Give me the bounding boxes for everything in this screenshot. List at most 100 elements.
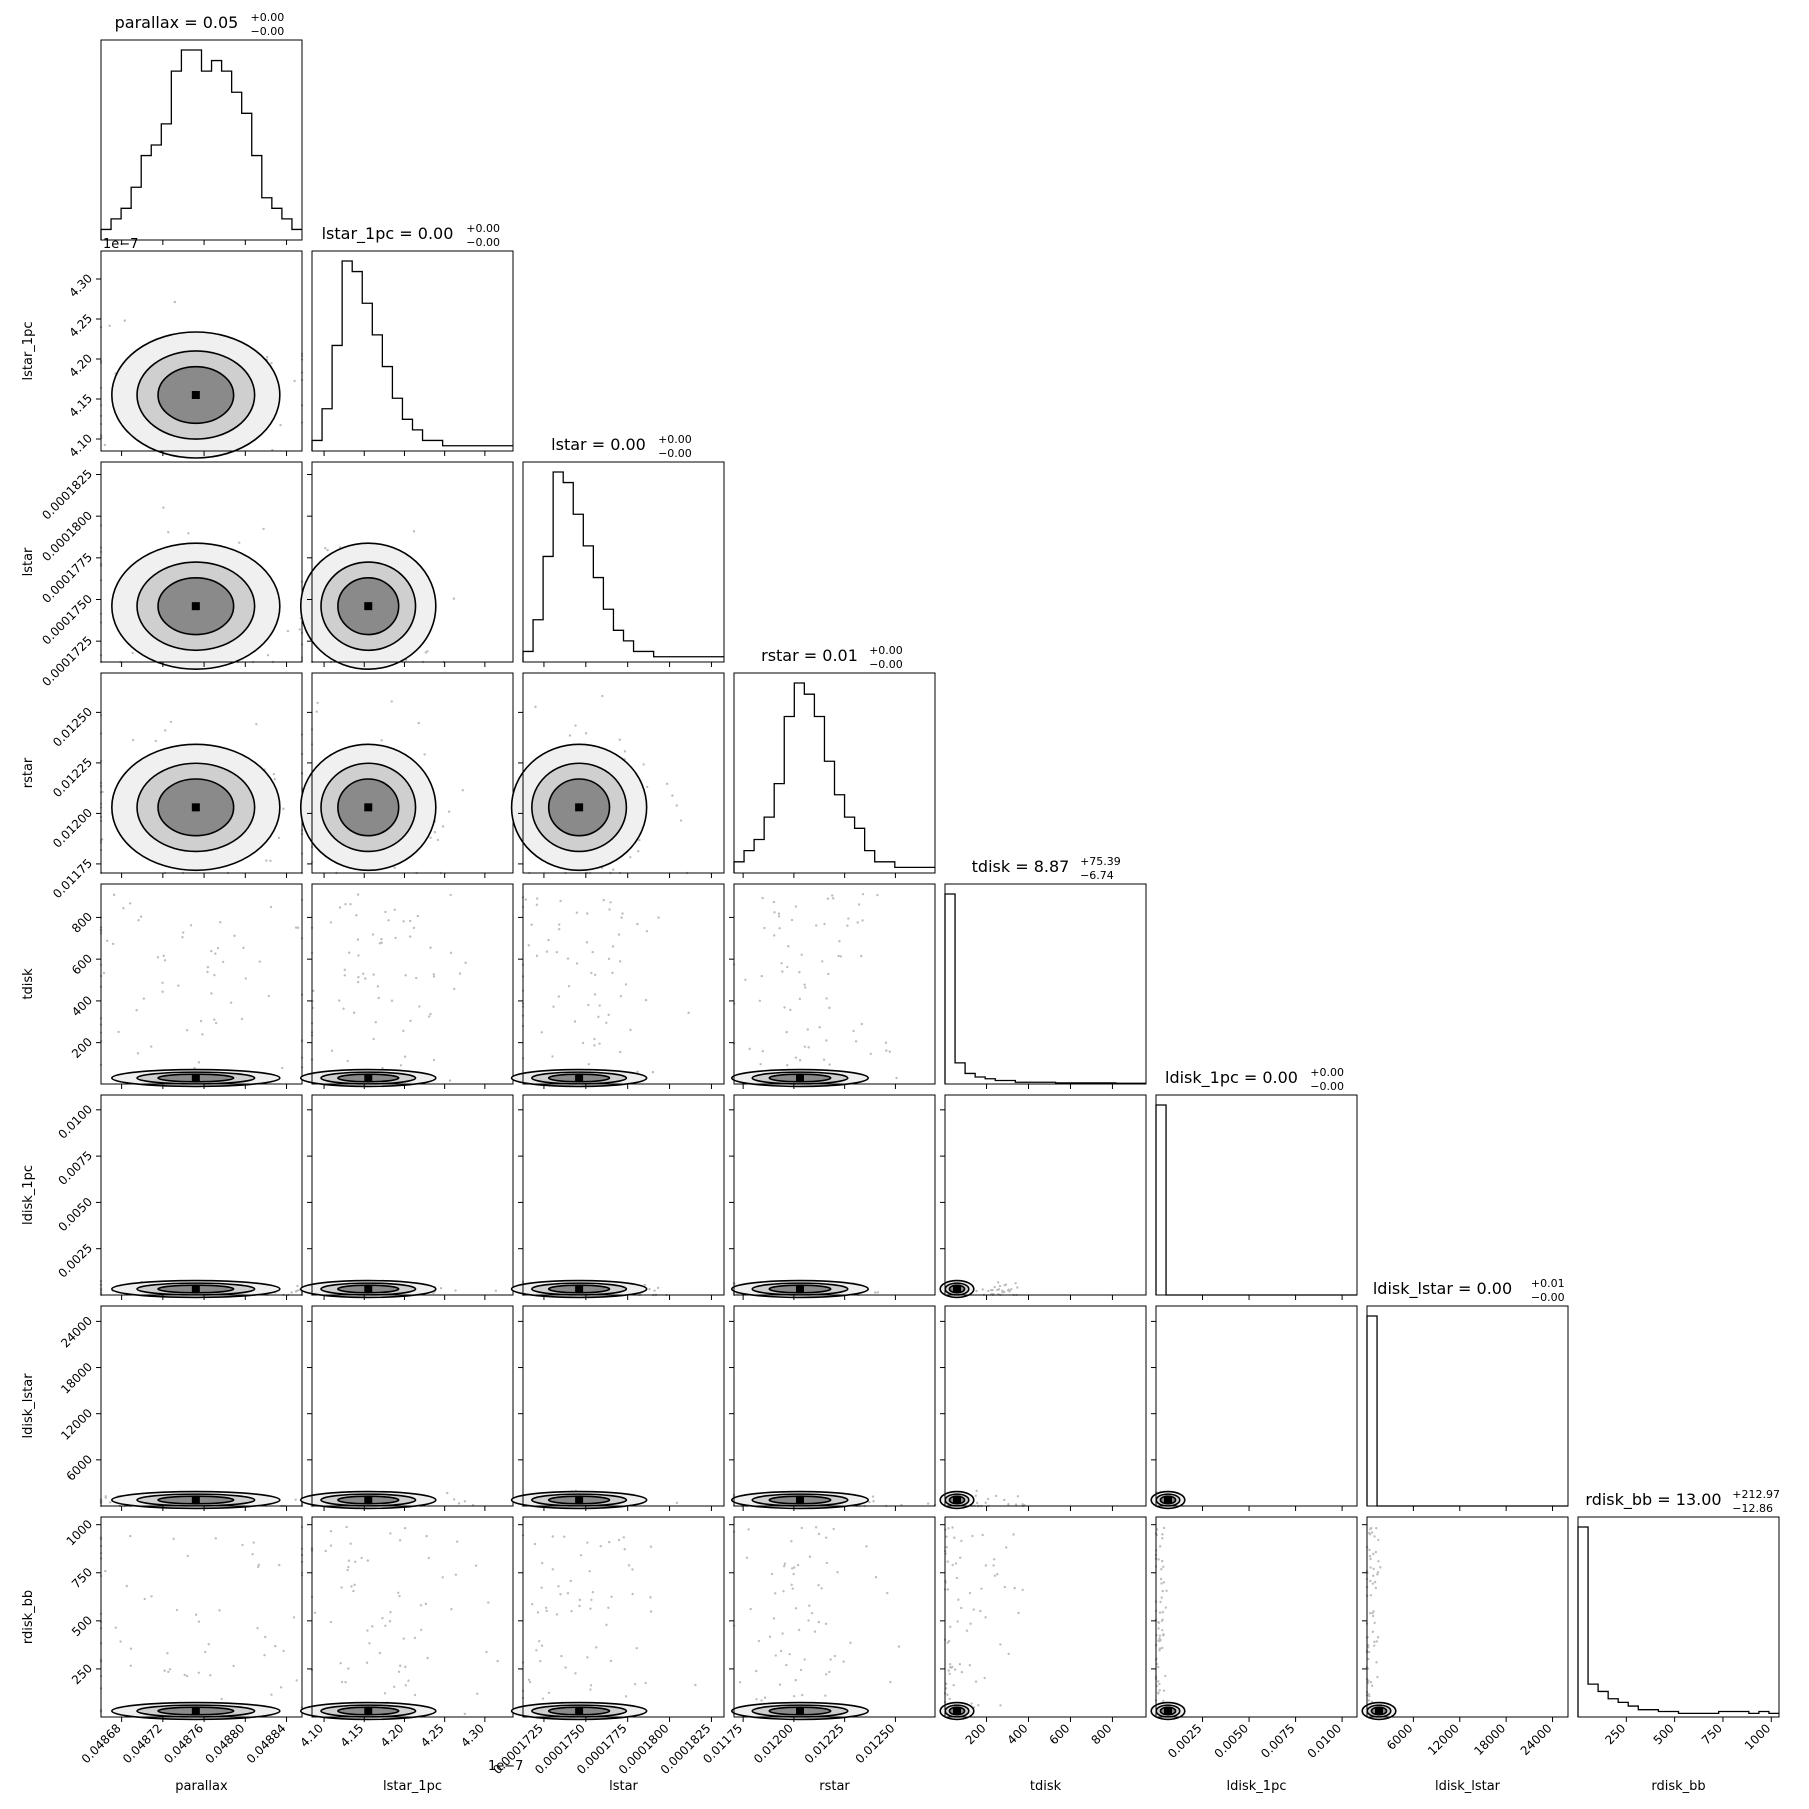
sample-point (761, 1050, 764, 1053)
sample-point (216, 946, 220, 950)
x-tick-label: 400 (1005, 1721, 1031, 1747)
sample-point (533, 1542, 537, 1546)
sample-point (199, 1019, 203, 1023)
sample-point (1373, 1621, 1376, 1625)
title-plus-tdisk: +75.39 (1080, 855, 1121, 868)
sample-point (1372, 1567, 1375, 1571)
sample-point (390, 700, 393, 703)
sample-point (675, 804, 678, 807)
sample-point (537, 1639, 541, 1643)
sample-point (960, 1606, 963, 1610)
sample-point (403, 1055, 407, 1058)
title-plus-rstar: +0.00 (869, 644, 903, 657)
sample-point (792, 1694, 796, 1698)
sample-point (790, 918, 794, 922)
sample-point (282, 1649, 285, 1653)
sample-point (1161, 1610, 1165, 1614)
density-peak (364, 1285, 373, 1293)
sample-point (624, 1695, 628, 1698)
sample-point (605, 1021, 608, 1025)
panel-frame (1366, 1305, 1569, 1507)
sample-point (262, 527, 265, 531)
sample-point (1161, 1533, 1164, 1536)
y-tick-label: 600 (69, 951, 95, 977)
sample-point (790, 1567, 794, 1570)
sample-point (377, 996, 380, 1000)
sample-point (611, 971, 614, 975)
sample-point (384, 1624, 387, 1627)
sample-point (617, 933, 621, 936)
sample-point (1376, 1571, 1380, 1574)
sample-point (1367, 1531, 1371, 1535)
sample-point (338, 999, 341, 1002)
sample-point (759, 1062, 762, 1066)
sample-point (380, 937, 383, 941)
sample-point (783, 1562, 787, 1565)
sample-point (1367, 1657, 1370, 1661)
sample-point (290, 1291, 293, 1294)
panel-frame (733, 1516, 936, 1718)
sample-point (1367, 1646, 1370, 1649)
x-tick-label: 250 (1602, 1721, 1628, 1747)
sample-point (974, 1494, 977, 1498)
sample-point (210, 992, 213, 995)
sample-point (1367, 1650, 1371, 1654)
sample-point (897, 1645, 901, 1648)
sample-point (1370, 1531, 1374, 1534)
x-axis-label-tdisk: tdisk (1030, 1779, 1062, 1794)
sample-point (946, 1588, 950, 1591)
sample-point (783, 1006, 786, 1009)
sample-point (653, 1289, 656, 1292)
panel-rstar-vs-lstar_1pc (299, 672, 514, 878)
sample-point (424, 1602, 428, 1606)
sample-point (960, 1539, 963, 1543)
sample-point (485, 1650, 488, 1654)
sample-point (374, 1021, 377, 1024)
title-plus-ldisk_1pc: +0.00 (1310, 1066, 1344, 1079)
sample-point (593, 993, 597, 996)
sample-point (167, 530, 170, 534)
panel-rdisk_bb-vs-rstar: 0.01175 0.01200 0.01225 0.01250 (700, 1516, 936, 1766)
sample-point (790, 1540, 793, 1543)
panel-rstar-vs-parallax: 0.01175 0.01200 0.01225 0.01250 (50, 672, 304, 901)
sample-point (986, 1497, 990, 1501)
sample-point (111, 942, 115, 946)
sample-point (671, 794, 674, 797)
sample-point (570, 1609, 573, 1613)
sample-point (794, 905, 798, 908)
title-minus-lstar: −0.00 (658, 447, 692, 460)
sample-point (1162, 1689, 1166, 1692)
sample-point (175, 1608, 179, 1612)
density-peak (364, 1496, 373, 1504)
density-peak (191, 803, 200, 812)
sample-point (773, 911, 776, 914)
sample-point (143, 1597, 146, 1601)
sample-point (417, 721, 420, 725)
sample-point (598, 1004, 601, 1007)
sample-point (595, 1646, 598, 1649)
sample-point (360, 1556, 363, 1560)
sample-point (808, 1604, 811, 1607)
sample-point (1158, 1688, 1161, 1692)
sample-point (566, 957, 570, 960)
sample-point (1369, 1527, 1372, 1531)
panel-frame (100, 883, 303, 1085)
sample-point (552, 1005, 555, 1008)
sample-point (166, 1651, 169, 1655)
sample-point (574, 1672, 577, 1675)
sample-point (642, 763, 645, 766)
sample-point (559, 899, 562, 903)
sample-point (1002, 1290, 1006, 1294)
sample-point (412, 926, 416, 930)
sample-point (352, 1011, 356, 1014)
x-tick-label: 0.04872 (120, 1721, 165, 1766)
sample-point (394, 936, 397, 940)
sample-point (193, 1066, 196, 1070)
panel-frame (944, 1516, 1147, 1718)
sample-point (760, 1699, 763, 1702)
sample-point (1159, 1638, 1162, 1642)
sample-point (1164, 1606, 1168, 1609)
sample-point (101, 790, 104, 794)
sample-point (783, 1564, 786, 1568)
